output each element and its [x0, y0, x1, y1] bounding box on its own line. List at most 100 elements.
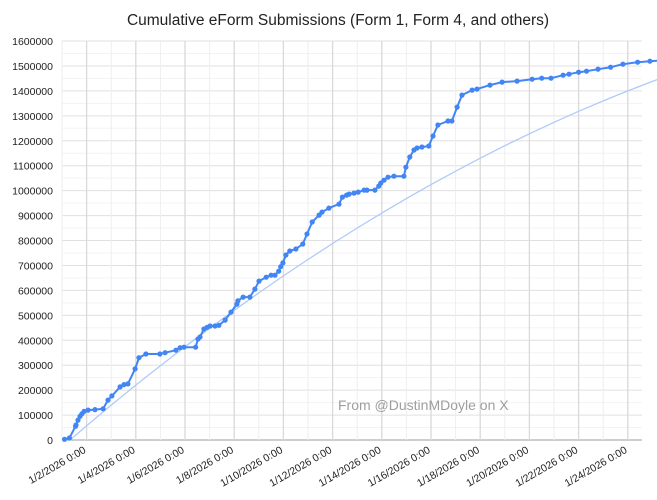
- data-point: [136, 355, 142, 361]
- data-point: [125, 381, 131, 387]
- data-point: [435, 122, 441, 128]
- y-tick-label: 1400000: [12, 86, 53, 98]
- y-tick-label: 100000: [18, 410, 53, 422]
- data-point: [117, 384, 123, 390]
- data-point: [487, 82, 493, 88]
- data-point: [278, 264, 284, 270]
- data-point: [326, 205, 332, 211]
- data-point: [309, 219, 315, 225]
- data-point: [319, 209, 325, 215]
- data-point: [499, 79, 505, 85]
- data-point: [339, 194, 345, 200]
- series-line: [64, 59, 657, 441]
- data-point: [469, 87, 475, 93]
- data-point: [235, 298, 241, 304]
- data-point: [92, 407, 98, 413]
- y-tick-label: 700000: [18, 260, 53, 272]
- y-tick-label: 300000: [18, 360, 53, 372]
- data-point: [66, 435, 72, 441]
- data-point: [445, 118, 451, 124]
- data-point: [514, 78, 520, 84]
- data-point: [576, 69, 582, 75]
- data-point: [414, 145, 420, 151]
- y-tick-label: 0: [47, 435, 53, 447]
- x-axis: 1/2/2026 0:001/4/2026 0:001/6/2026 0:001…: [26, 444, 629, 490]
- y-tick-label: 600000: [18, 285, 53, 297]
- y-axis: 0 100000 200000 300000 400000 500000 600000 700…: [12, 36, 53, 447]
- data-point: [212, 323, 218, 329]
- data-point: [222, 317, 228, 323]
- data-point: [647, 58, 653, 64]
- chart-title: Cumulative eForm Submissions (Form 1, Fo…: [127, 12, 549, 29]
- data-point: [548, 75, 554, 81]
- data-point: [381, 177, 387, 183]
- grid-lines: [61, 40, 642, 441]
- data-point: [583, 68, 590, 74]
- data-point: [608, 64, 614, 70]
- data-point: [272, 272, 278, 278]
- data-point: [100, 406, 106, 412]
- data-point: [228, 309, 234, 315]
- y-tick-label: 1000000: [12, 186, 53, 198]
- data-point: [419, 144, 425, 150]
- data-point: [355, 189, 361, 195]
- data-point: [430, 133, 436, 139]
- data-point: [407, 154, 413, 160]
- data-point: [385, 174, 391, 180]
- y-tick-label: 500000: [18, 310, 53, 322]
- y-tick-label: 800000: [18, 236, 53, 248]
- data-point: [173, 347, 179, 353]
- data-point: [276, 268, 282, 274]
- data-point: [207, 323, 213, 329]
- data-point: [635, 59, 641, 65]
- data-point: [529, 76, 535, 82]
- data-point: [391, 173, 397, 179]
- y-tick-label: 900000: [18, 211, 53, 223]
- data-point: [177, 345, 183, 351]
- data-point: [620, 61, 626, 67]
- data-point: [372, 187, 378, 193]
- y-tick-label: 1100000: [13, 161, 53, 173]
- data-point: [252, 286, 258, 292]
- data-point: [346, 191, 352, 197]
- data-point: [304, 231, 310, 237]
- data-series: [61, 58, 657, 442]
- data-point: [162, 350, 168, 356]
- data-point: [81, 408, 87, 414]
- data-point: [263, 274, 269, 280]
- y-tick-label: 1500000: [12, 61, 53, 73]
- y-tick-label: 1200000: [12, 136, 53, 148]
- data-point: [351, 190, 357, 196]
- data-point: [474, 86, 480, 92]
- data-point: [247, 294, 253, 300]
- data-point: [73, 422, 79, 428]
- y-tick-label: 200000: [18, 385, 53, 397]
- y-tick-label: 400000: [18, 335, 53, 347]
- data-point: [426, 143, 432, 149]
- data-point: [300, 241, 306, 247]
- data-point: [403, 164, 409, 170]
- data-point: [595, 66, 601, 72]
- data-point: [401, 173, 407, 179]
- data-point: [539, 75, 545, 81]
- data-point: [336, 201, 342, 207]
- data-point: [132, 366, 138, 372]
- trendline-path: [69, 78, 657, 441]
- data-point: [256, 278, 262, 284]
- data-point: [364, 187, 370, 193]
- y-tick-label: 1600000: [12, 36, 53, 48]
- data-point: [216, 322, 222, 328]
- data-point: [105, 397, 111, 403]
- data-point: [268, 272, 274, 278]
- data-point: [143, 351, 149, 357]
- data-point: [157, 351, 163, 357]
- data-point: [197, 334, 203, 340]
- data-point: [293, 246, 299, 252]
- watermark-text: From @DustinMDoyle on X: [338, 397, 509, 413]
- data-point: [85, 407, 91, 413]
- data-point: [280, 260, 286, 266]
- y-tick-label: 1300000: [12, 111, 53, 123]
- data-point: [109, 393, 115, 399]
